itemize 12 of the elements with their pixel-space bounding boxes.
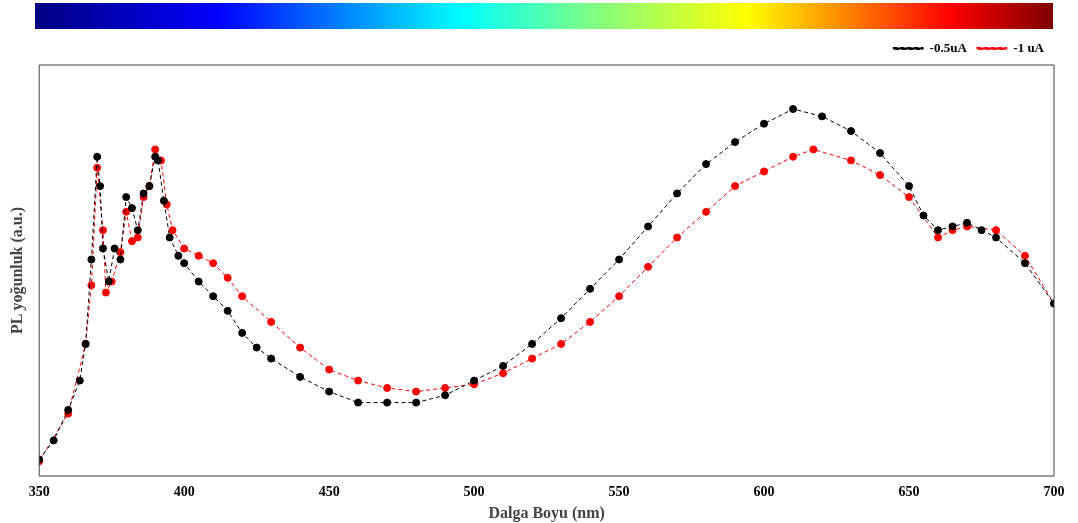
x-tick-label: 350 [28,484,50,500]
x-tick-label: 500 [463,484,485,500]
x-tick-label: 400 [173,484,195,500]
x-tick-label: 600 [753,484,775,500]
legend-label: -0.5uA [929,39,968,55]
legend-label: -1 uA [1013,39,1045,55]
y-axis-title: PL yoğunluk (a.u.) [7,206,26,335]
x-tick-label: 700 [1043,484,1065,500]
x-tick-label: 550 [608,484,630,500]
x-axis-title: Dalga Boyu (nm) [488,503,605,522]
x-tick-label: 450 [318,484,340,500]
x-tick-label: 650 [898,484,920,500]
